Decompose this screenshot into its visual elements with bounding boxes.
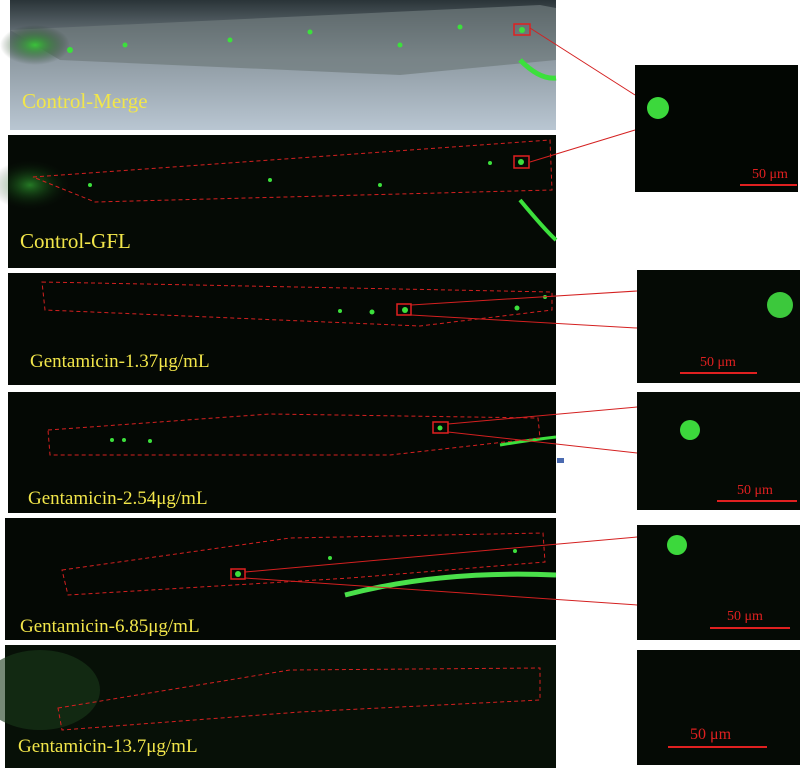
inset-1: 50 μm: [635, 65, 798, 192]
panel-gentamicin-2: Gentamicin-2.54μg/mL: [8, 392, 557, 513]
panel-gentamicin-1: Gentamicin-1.37μg/mL: [8, 273, 556, 385]
inset-4: 50 μm: [637, 525, 800, 640]
inset-3: 50 μm: [637, 392, 800, 510]
scale-bar-label: 50 μm: [737, 483, 773, 498]
panel-gentamicin-4: Gentamicin-13.7μg/mL: [0, 645, 556, 768]
panel-control-merge: Control-Merge: [0, 0, 557, 130]
inset-2: 50 μm: [637, 270, 800, 383]
scale-bar-label: 50 μm: [700, 355, 736, 370]
panel-control-gfl: Control-GFL: [0, 135, 558, 268]
inset-5: 50 μm: [637, 650, 800, 765]
panel-label: Gentamicin-2.54μg/mL: [28, 488, 208, 509]
scale-bar-label: 50 μm: [727, 609, 763, 624]
panel-label: Gentamicin-13.7μg/mL: [18, 736, 198, 757]
scale-bar-label: 50 μm: [690, 726, 732, 743]
panel-label: Gentamicin-6.85μg/mL: [20, 616, 200, 637]
scale-bar-label: 50 μm: [752, 167, 788, 182]
marker: [557, 458, 564, 463]
panel-label: Control-GFL: [20, 229, 131, 253]
panel-label: Control-Merge: [22, 89, 148, 113]
panel-label: Gentamicin-1.37μg/mL: [30, 351, 210, 372]
panel-gentamicin-3: Gentamicin-6.85μg/mL: [5, 518, 557, 640]
